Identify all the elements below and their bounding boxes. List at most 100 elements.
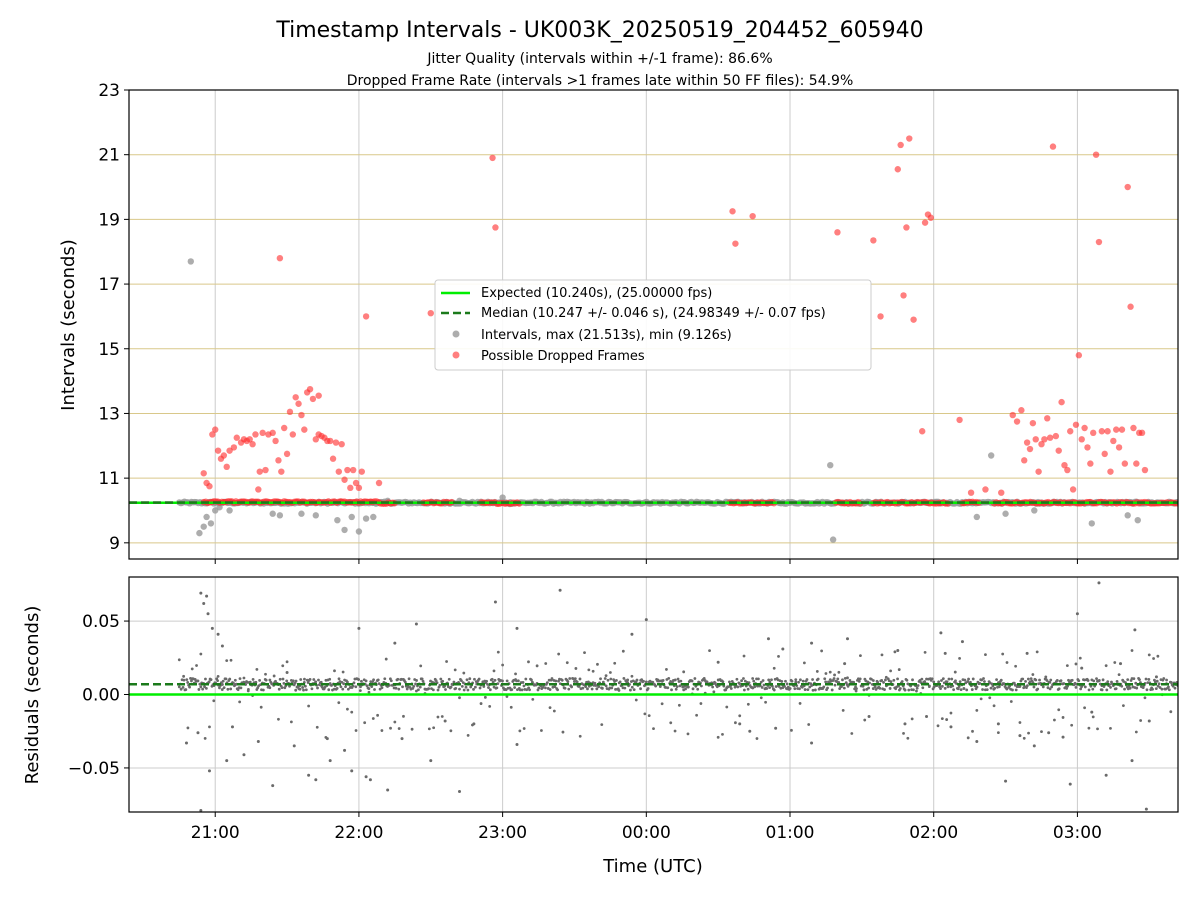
residual-point [414, 682, 418, 686]
residual-point [357, 626, 361, 630]
residual-point [748, 729, 752, 733]
residual-point [591, 669, 595, 673]
residual-point [738, 722, 742, 726]
dropped-frame-point [230, 444, 238, 451]
residual-point [766, 637, 770, 641]
residual-point [518, 729, 522, 733]
residual-point [228, 677, 232, 681]
residual-point [716, 660, 720, 664]
dropped-frame-point [1107, 468, 1114, 475]
residual-point [328, 677, 332, 681]
residual-point [874, 687, 878, 691]
residual-point [721, 732, 724, 736]
residual-point [623, 686, 627, 690]
residual-point [1005, 661, 1009, 664]
residual-point [956, 687, 960, 691]
dropped-frame-point [309, 395, 317, 403]
dropped-frame-point [1013, 418, 1021, 425]
residual-point [438, 683, 442, 687]
residual-point [992, 704, 996, 708]
residual-point [1021, 677, 1025, 681]
residual-point [708, 649, 711, 653]
residual-point [184, 688, 188, 691]
residual-point [521, 681, 525, 684]
residual-point [1090, 710, 1094, 714]
residual-point [843, 662, 847, 666]
residual-point [740, 679, 743, 683]
residual-point [268, 678, 272, 682]
residual-point [525, 688, 529, 692]
residual-point [429, 759, 433, 763]
residual-point [810, 741, 814, 745]
residual-point [264, 678, 268, 682]
residual-point [368, 778, 372, 782]
residual-point [483, 695, 487, 699]
residual-point [939, 631, 943, 635]
residual-point [1138, 678, 1141, 682]
residual-point [1014, 688, 1018, 692]
residual-point [577, 685, 581, 688]
residual-point [953, 670, 957, 674]
residual-point [206, 612, 210, 616]
residual-point [230, 725, 234, 729]
residual-point [939, 687, 942, 691]
dropped-frame-point [749, 212, 756, 220]
residual-point [473, 677, 476, 681]
residual-point [303, 677, 306, 681]
residual-point [268, 686, 272, 690]
residual-point [341, 670, 345, 674]
residual-point [669, 721, 673, 725]
residual-point [1134, 681, 1138, 685]
residual-point [676, 677, 680, 681]
residual-point [781, 647, 785, 651]
residual-point [367, 687, 371, 691]
residual-point [794, 680, 798, 684]
residual-point [209, 678, 213, 682]
residual-point [967, 677, 970, 681]
residual-point [966, 680, 970, 683]
interval-point [987, 452, 995, 459]
interval-point [298, 510, 305, 517]
residual-point [760, 686, 764, 689]
residual-point [1009, 700, 1013, 703]
dropped-frame-point [375, 479, 383, 487]
residual-point [567, 687, 571, 691]
residual-point [376, 713, 379, 717]
residual-point [272, 674, 276, 678]
residual-point [1151, 687, 1154, 691]
residual-point [485, 679, 488, 683]
residual-point [1066, 684, 1069, 688]
residual-point [824, 672, 828, 675]
residual-point [285, 660, 289, 664]
residual-point [350, 710, 354, 714]
residual-point [771, 684, 774, 688]
residual-point [307, 704, 311, 708]
residual-point [221, 679, 225, 683]
residual-point [1027, 731, 1030, 735]
x-tick-label: 21:00 [191, 823, 240, 843]
residual-point [1097, 679, 1101, 682]
residual-point [403, 680, 407, 684]
residual-point [462, 688, 466, 692]
residual-point [1034, 678, 1038, 682]
residual-point [634, 698, 638, 702]
residual-point [1144, 807, 1148, 811]
residual-point [201, 687, 205, 691]
residual-point [699, 702, 703, 705]
dropped-frame-point [1092, 151, 1100, 158]
residual-point [177, 685, 181, 689]
residual-point [993, 686, 997, 690]
residual-point [505, 695, 509, 698]
residual-point [207, 769, 211, 773]
dropped-frame-point [1121, 460, 1129, 467]
residual-point [840, 685, 843, 689]
residual-point [578, 677, 582, 681]
residuals-plot: −0.05 0.00 0.05 21:00 22:00 23:00 00:00 01:00 02… [68, 576, 1179, 843]
interval-point [334, 516, 341, 524]
residual-point [1105, 688, 1109, 692]
residual-point [1087, 688, 1091, 692]
residual-point [1040, 730, 1043, 733]
residual-point [298, 687, 302, 691]
residual-point [903, 722, 907, 726]
residual-point [453, 668, 457, 672]
